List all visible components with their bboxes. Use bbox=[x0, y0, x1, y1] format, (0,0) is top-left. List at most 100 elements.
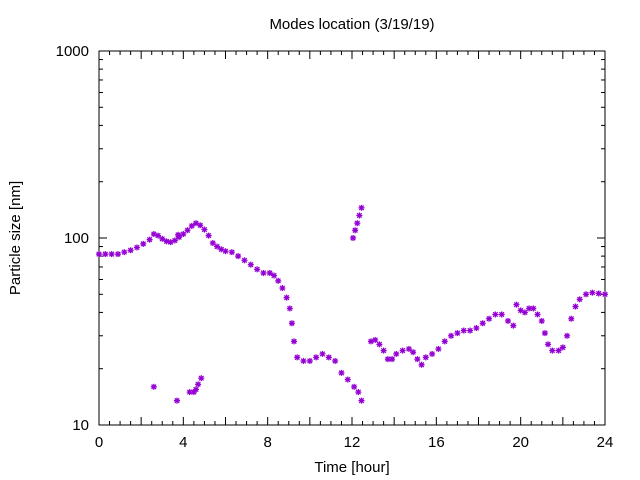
marker-stroke bbox=[583, 291, 589, 298]
data-point bbox=[356, 212, 363, 219]
marker-stroke bbox=[134, 244, 140, 251]
marker-stroke bbox=[201, 226, 208, 233]
data-point bbox=[102, 251, 109, 258]
x-tick-label: 4 bbox=[179, 434, 187, 451]
marker-stroke bbox=[127, 247, 134, 253]
chart-title: Modes location (3/19/19) bbox=[269, 16, 434, 33]
data-point bbox=[492, 311, 499, 318]
marker-stroke bbox=[513, 301, 520, 308]
marker-stroke bbox=[193, 220, 199, 226]
marker-stroke bbox=[279, 285, 286, 291]
marker-stroke bbox=[287, 305, 293, 312]
data-point bbox=[222, 248, 229, 255]
marker-stroke bbox=[589, 289, 596, 296]
marker-stroke bbox=[572, 303, 579, 310]
marker-stroke bbox=[332, 358, 338, 364]
marker-stroke bbox=[526, 305, 532, 312]
data-point bbox=[288, 320, 295, 327]
minor-ticks bbox=[99, 51, 605, 425]
data-point bbox=[405, 345, 412, 352]
marker-stroke bbox=[140, 241, 146, 247]
marker-stroke bbox=[313, 354, 319, 361]
marker-stroke bbox=[197, 222, 203, 228]
data-point bbox=[429, 350, 436, 357]
marker-stroke bbox=[175, 232, 181, 238]
marker-stroke bbox=[229, 249, 235, 255]
data-point bbox=[389, 356, 396, 363]
marker-stroke bbox=[210, 240, 216, 246]
marker-stroke bbox=[102, 251, 109, 257]
data-point bbox=[201, 226, 208, 233]
data-point bbox=[545, 341, 552, 348]
data-point bbox=[300, 357, 307, 364]
data-point bbox=[114, 251, 121, 258]
data-point bbox=[358, 204, 365, 211]
marker-stroke bbox=[385, 356, 391, 362]
marker-stroke bbox=[294, 354, 300, 361]
data-point bbox=[358, 397, 365, 404]
marker-stroke bbox=[418, 362, 425, 368]
data-point bbox=[159, 235, 166, 242]
data-points bbox=[96, 204, 608, 404]
data-point bbox=[380, 347, 387, 354]
marker-stroke bbox=[198, 375, 204, 381]
marker-stroke bbox=[307, 358, 313, 364]
data-point bbox=[184, 227, 191, 234]
x-tick-label: 24 bbox=[597, 434, 614, 451]
data-point bbox=[291, 338, 298, 345]
marker-stroke bbox=[376, 341, 383, 348]
marker-stroke bbox=[545, 341, 551, 348]
data-point bbox=[393, 350, 400, 357]
data-point bbox=[121, 249, 128, 256]
data-point bbox=[583, 291, 590, 298]
marker-stroke bbox=[176, 234, 182, 240]
data-point bbox=[534, 311, 541, 318]
marker-stroke bbox=[410, 349, 416, 355]
marker-stroke bbox=[163, 238, 170, 245]
data-point bbox=[549, 347, 556, 354]
data-point bbox=[286, 305, 293, 312]
marker-stroke bbox=[222, 248, 229, 254]
x-tick-label: 0 bbox=[95, 434, 103, 451]
marker-stroke bbox=[115, 251, 121, 257]
marker-stroke bbox=[467, 327, 473, 334]
x-tick-label: 20 bbox=[512, 434, 529, 451]
marker-stroke bbox=[289, 320, 295, 326]
data-point bbox=[510, 322, 517, 329]
marker-stroke bbox=[435, 346, 442, 352]
marker-stroke bbox=[505, 318, 511, 324]
data-point bbox=[376, 341, 383, 348]
marker-stroke bbox=[218, 246, 224, 253]
data-point bbox=[197, 222, 204, 229]
marker-stroke bbox=[480, 320, 486, 326]
marker-stroke bbox=[345, 376, 351, 383]
marker-stroke bbox=[461, 327, 467, 334]
marker-stroke bbox=[159, 236, 165, 242]
data-point bbox=[435, 345, 442, 352]
marker-stroke bbox=[423, 354, 429, 361]
marker-stroke bbox=[291, 338, 297, 345]
marker-stroke bbox=[602, 291, 608, 298]
data-point bbox=[454, 330, 461, 337]
data-point bbox=[96, 251, 102, 258]
marker-stroke bbox=[241, 257, 248, 263]
data-point bbox=[473, 325, 480, 332]
marker-stroke bbox=[254, 266, 260, 273]
data-point bbox=[260, 269, 267, 276]
data-point bbox=[572, 303, 579, 310]
marker-stroke bbox=[121, 249, 128, 255]
marker-stroke bbox=[300, 358, 307, 364]
data-point bbox=[279, 285, 286, 292]
marker-stroke bbox=[510, 322, 516, 329]
data-point bbox=[306, 357, 313, 364]
marker-stroke bbox=[358, 205, 365, 211]
y-tick-label: 1000 bbox=[56, 43, 89, 60]
data-point bbox=[352, 227, 359, 234]
data-point bbox=[180, 231, 187, 238]
marker-stroke bbox=[399, 347, 406, 354]
data-point bbox=[108, 251, 115, 258]
marker-stroke bbox=[560, 344, 566, 351]
marker-stroke bbox=[448, 333, 454, 339]
marker-stroke bbox=[380, 347, 387, 354]
y-axis-label: Particle size [nm] bbox=[7, 181, 24, 295]
